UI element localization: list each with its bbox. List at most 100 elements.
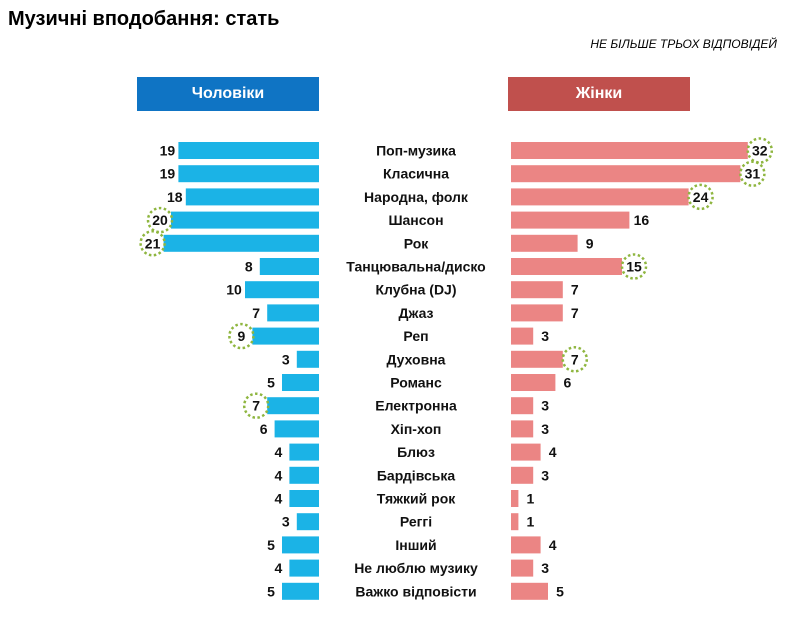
men-value-label: 4 [275, 560, 283, 576]
men-bar [274, 420, 319, 438]
men-value-label: 7 [252, 398, 260, 414]
women-value-label: 6 [564, 375, 572, 391]
women-bar [511, 420, 534, 438]
category-label: Хіп-хоп [391, 421, 442, 437]
women-value-label: 9 [586, 235, 594, 251]
highlight-ring [146, 206, 174, 234]
men-bar [267, 304, 319, 322]
category-label: Реп [403, 328, 428, 344]
women-value-label: 32 [752, 143, 768, 159]
women-bar [511, 559, 534, 577]
highlight-ring [561, 346, 589, 373]
category-label: Романс [390, 375, 442, 391]
women-value-label: 15 [626, 259, 642, 275]
women-value-label: 3 [541, 328, 549, 344]
men-value-label: 21 [145, 235, 161, 251]
women-value-label: 3 [541, 398, 549, 414]
men-value-label: 9 [238, 328, 246, 344]
women-bar [511, 142, 748, 159]
highlight-ring [739, 160, 766, 187]
category-label: Духовна [387, 351, 446, 367]
category-label: Інший [395, 537, 436, 553]
women-value-label: 24 [693, 189, 709, 205]
men-bar [289, 466, 319, 484]
women-bar [511, 536, 541, 554]
category-label: Джаз [399, 305, 434, 321]
women-bar [511, 374, 556, 391]
men-bar [185, 188, 319, 206]
men-bar [289, 559, 319, 577]
women-value-label: 5 [556, 583, 564, 599]
category-label: Народна, фолк [364, 189, 469, 205]
men-value-label: 4 [275, 491, 283, 507]
men-bar [267, 397, 319, 415]
men-bar [178, 165, 319, 183]
women-bar [511, 397, 534, 415]
category-label: Блюз [397, 444, 435, 460]
women-bar [511, 281, 563, 299]
category-label: Клубна (DJ) [375, 282, 456, 298]
men-bar [178, 142, 319, 159]
men-value-label: 20 [152, 212, 168, 228]
highlight-ring [620, 253, 648, 280]
women-bar [511, 350, 563, 368]
category-label: Важко відповісти [355, 583, 476, 599]
men-value-label: 19 [160, 143, 176, 159]
men-bar [282, 374, 319, 391]
women-value-label: 7 [571, 351, 579, 367]
men-bar [171, 211, 319, 229]
men-bar [245, 281, 319, 299]
category-label: Електронна [375, 398, 457, 414]
men-bar [282, 582, 319, 600]
women-value-label: 7 [571, 282, 579, 298]
category-label: Реггі [400, 514, 432, 530]
men-bar [289, 443, 319, 461]
legend-women: Жінки [508, 77, 690, 111]
men-bar [282, 536, 319, 554]
category-label: Поп-музика [376, 143, 456, 159]
women-bar [511, 234, 578, 252]
highlight-ring [139, 230, 166, 257]
women-value-label: 3 [541, 467, 549, 483]
men-value-label: 19 [160, 166, 176, 182]
men-value-label: 18 [167, 189, 183, 205]
women-value-label: 4 [549, 537, 557, 553]
page-title: Музичні вподобання: стать [8, 8, 280, 30]
women-value-label: 7 [571, 305, 579, 321]
men-bar [163, 234, 319, 252]
category-label: Тяжкий рок [377, 491, 457, 507]
category-label: Бардівська [377, 467, 455, 483]
women-bar [511, 443, 541, 461]
women-bar [511, 582, 548, 600]
category-label: Танцювальна/диско [346, 259, 486, 275]
men-value-label: 5 [267, 375, 275, 391]
women-value-label: 3 [541, 560, 549, 576]
men-bar [289, 490, 319, 507]
women-value-label: 16 [634, 212, 650, 228]
men-bar [296, 513, 319, 531]
men-value-label: 4 [275, 444, 283, 460]
highlight-ring [687, 183, 714, 211]
men-value-label: 5 [267, 537, 275, 553]
men-value-label: 6 [260, 421, 268, 437]
women-value-label: 31 [745, 166, 761, 182]
highlight-ring [746, 137, 774, 164]
women-bar [511, 466, 534, 484]
men-value-label: 10 [226, 282, 242, 298]
women-bar [511, 211, 630, 229]
women-bar [511, 258, 622, 275]
women-bar [511, 490, 519, 507]
men-bar [252, 327, 319, 345]
men-value-label: 5 [267, 583, 275, 599]
category-label: Класична [383, 166, 449, 182]
men-value-label: 8 [245, 259, 253, 275]
category-label: Шансон [388, 212, 443, 228]
highlight-ring [242, 392, 270, 419]
women-value-label: 3 [541, 421, 549, 437]
highlight-ring [228, 322, 255, 350]
women-bar [511, 304, 563, 322]
women-bar [511, 513, 519, 531]
category-label: Рок [404, 235, 430, 251]
women-value-label: 1 [527, 491, 535, 507]
